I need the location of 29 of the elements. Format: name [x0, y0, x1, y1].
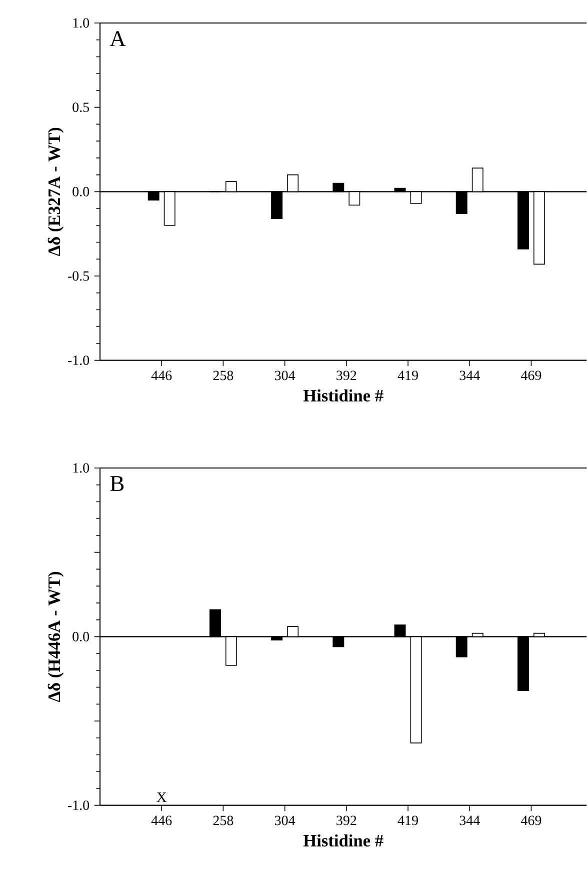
annotation: B [110, 476, 124, 491]
y-tick-label: 1.0 [73, 463, 90, 473]
y-axis-title: Δδ (H446A - WT) [48, 572, 64, 702]
y-tick-label: -1.0 [68, 800, 90, 810]
y-tick-label: 1.0 [73, 18, 90, 28]
y-tick-label: -0.5 [68, 271, 90, 281]
y-axis-title: Δδ (E327A - WT) [48, 128, 64, 256]
x-tick-label: 419 [398, 370, 418, 380]
x-tick-label: 446 [151, 370, 172, 380]
x-tick-label: 304 [274, 370, 296, 380]
y-tick-label: 0.0 [72, 186, 90, 196]
x-tick-label: 258 [213, 816, 234, 826]
y-tick-label: 0.5 [72, 102, 90, 112]
x-tick-label: 392 [336, 816, 356, 826]
x-tick-label: 469 [520, 370, 542, 380]
x-axis-title: Histidine # [303, 834, 384, 847]
x-tick-label: 446 [151, 816, 172, 826]
x-axis-title: Histidine # [303, 389, 384, 402]
x-tick-label: 344 [460, 816, 480, 826]
x-tick-label: 392 [336, 370, 356, 380]
x-tick-label: 419 [398, 816, 418, 826]
x-tick-label: 258 [213, 370, 234, 380]
x-tick-label: 304 [274, 816, 296, 826]
x-tick-label: 469 [520, 816, 542, 826]
y-tick-label: -1.0 [68, 356, 90, 366]
annotation: A [110, 31, 126, 46]
x-tick-label: 344 [460, 370, 480, 380]
annotation: X [156, 792, 167, 802]
y-tick-label: 0.0 [72, 632, 90, 642]
